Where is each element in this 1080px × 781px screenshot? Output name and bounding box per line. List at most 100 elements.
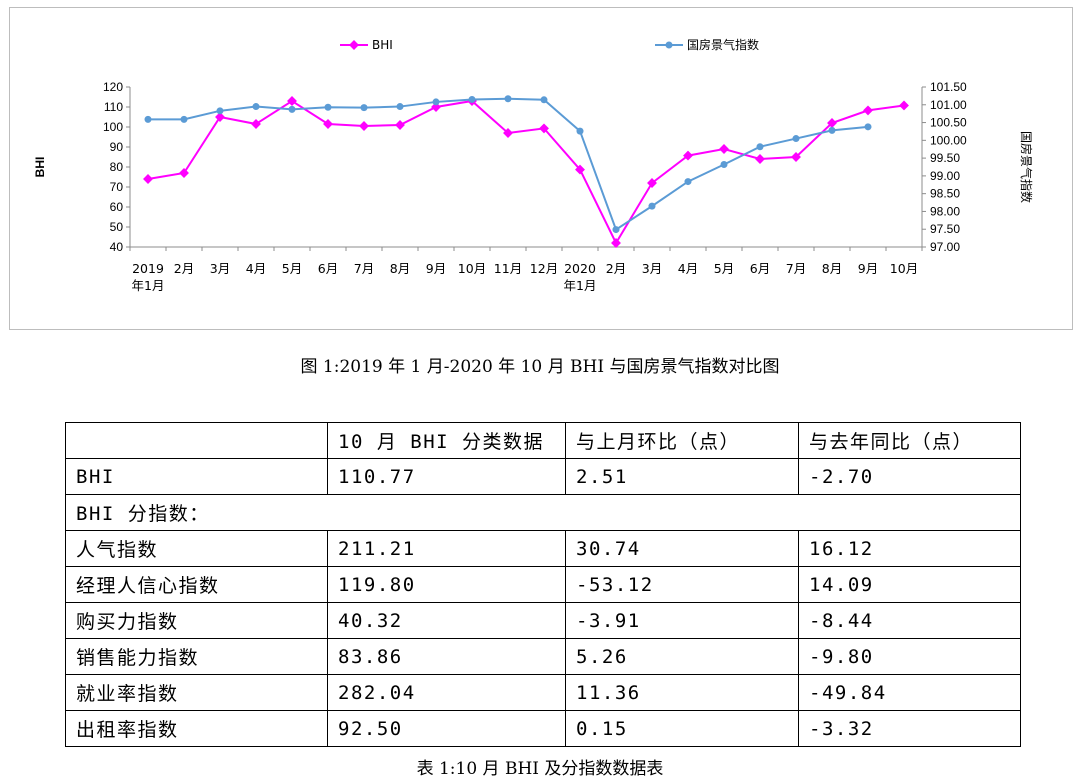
left-tick-label: 110 xyxy=(104,100,123,114)
left-tick-label: 80 xyxy=(110,160,124,174)
x-tick-label: 2月 xyxy=(606,261,626,276)
table-cell: 282.04 xyxy=(327,674,566,711)
series-point-bhi xyxy=(539,123,549,134)
table-cell: 0.15 xyxy=(565,710,799,747)
right-tick-label: 97.50 xyxy=(930,222,960,236)
left-tick-label: 120 xyxy=(103,80,123,94)
table-caption: 表 1:10 月 BHI 及分指数数据表 xyxy=(416,759,664,779)
series-point-bhi xyxy=(683,150,693,161)
series-point-guofang xyxy=(324,103,332,111)
series-point-bhi xyxy=(215,112,225,122)
x-tick-label: 2019 xyxy=(132,261,164,276)
series-point-bhi xyxy=(647,178,657,188)
x-tick-label: 11月 xyxy=(494,261,522,276)
table-cell: 2.51 xyxy=(565,458,799,495)
x-tick-label: 9月 xyxy=(858,261,878,276)
right-tick-label: 97.00 xyxy=(930,240,960,254)
series-point-bhi xyxy=(359,121,369,131)
series-point-guofang xyxy=(396,103,404,111)
table-subheading-row: BHI 分指数： xyxy=(65,494,1021,531)
table-subheading: BHI 分指数： xyxy=(65,494,1021,531)
series-point-bhi xyxy=(611,238,621,248)
table-cell: 5.26 xyxy=(565,638,799,675)
x-tick-label: 6月 xyxy=(750,261,770,276)
table-cell: 出租率指数 xyxy=(65,710,328,747)
x-tick-label: 5月 xyxy=(714,261,734,276)
table-cell: -53.12 xyxy=(565,566,799,603)
right-tick-label: 98.00 xyxy=(930,204,960,218)
left-tick-label: 50 xyxy=(110,220,124,234)
left-tick-label: 40 xyxy=(110,240,124,254)
legend-marker-bhi xyxy=(349,40,359,50)
right-tick-label: 100.50 xyxy=(930,116,967,130)
series-point-bhi xyxy=(827,118,837,128)
table-row: 购买力指数 40.32 -3.91 -8.44 xyxy=(65,602,1021,639)
series-point-guofang xyxy=(288,105,296,113)
series-point-guofang xyxy=(720,161,728,169)
series-point-guofang xyxy=(864,123,872,131)
x-tick-label: 10月 xyxy=(458,261,486,276)
table-cell: 就业率指数 xyxy=(65,674,328,711)
x-tick-label: 7月 xyxy=(786,261,806,276)
table-cell: -8.44 xyxy=(798,602,1021,639)
right-tick-label: 98.50 xyxy=(930,187,960,201)
right-tick-label: 101.00 xyxy=(930,98,967,112)
table-cell: BHI xyxy=(65,458,328,495)
table-cell: 经理人信心指数 xyxy=(65,566,328,603)
y2-axis-title: 国房景气指数 xyxy=(1019,131,1034,203)
series-point-guofang xyxy=(360,104,368,112)
x-tick-label: 2月 xyxy=(174,261,194,276)
series-point-guofang xyxy=(576,127,584,135)
x-tick-label: 2020 xyxy=(564,261,596,276)
table-cell: 与上月环比（点） xyxy=(565,422,799,459)
legend-marker-guofang xyxy=(665,41,673,49)
left-tick-label: 60 xyxy=(110,200,124,214)
right-tick-label: 101.50 xyxy=(930,80,967,94)
x-tick-label: 9月 xyxy=(426,261,446,276)
table-cell: -3.91 xyxy=(565,602,799,639)
table-row: 销售能力指数 83.86 5.26 -9.80 xyxy=(65,638,1021,675)
series-point-bhi xyxy=(575,164,585,175)
series-line-0 xyxy=(147,99,905,246)
left-tick-label: 100 xyxy=(103,120,123,134)
series-point-guofang xyxy=(756,143,764,151)
left-tick-label: 90 xyxy=(110,140,124,154)
table-cell: 16.12 xyxy=(798,530,1021,567)
x-tick-label: 3月 xyxy=(210,261,230,276)
series-point-guofang xyxy=(792,135,800,143)
series-point-bhi xyxy=(755,154,765,164)
series-point-bhi xyxy=(179,168,189,178)
x-tick-label: 12月 xyxy=(530,261,558,276)
x-tick-label: 10月 xyxy=(890,261,918,276)
table-row: 出租率指数 92.50 0.15 -3.32 xyxy=(65,710,1021,747)
series-point-guofang xyxy=(216,107,224,115)
x-tick-label: 3月 xyxy=(642,261,662,276)
series-line-1 xyxy=(148,97,869,232)
series-point-bhi xyxy=(287,96,297,106)
table-cell: 购买力指数 xyxy=(65,602,328,639)
series-point-bhi xyxy=(251,119,261,129)
table-cell: 14.09 xyxy=(798,566,1021,603)
series-point-bhi xyxy=(719,144,729,154)
x-tick-label: 7月 xyxy=(354,261,374,276)
series-point-bhi xyxy=(143,174,153,184)
table-row-bhi: BHI 110.77 2.51 -2.70 xyxy=(65,458,1021,495)
table-header-row: 10 月 BHI 分类数据 与上月环比（点） 与去年同比（点） xyxy=(65,422,1021,459)
series-point-guofang xyxy=(468,95,476,103)
series-point-guofang xyxy=(612,226,620,234)
right-tick-label: 100.00 xyxy=(930,133,967,147)
table-cell: 与去年同比（点） xyxy=(798,422,1021,459)
figure-caption: 图 1:2019 年 1 月-2020 年 10 月 BHI 与国房景气指数对比… xyxy=(300,357,780,377)
series-point-bhi xyxy=(863,105,873,116)
legend-label-1: 国房景气指数 xyxy=(687,37,759,52)
table-cell: 30.74 xyxy=(565,530,799,567)
table-cell: 119.80 xyxy=(327,566,566,603)
series-point-guofang xyxy=(144,115,152,123)
series-point-guofang xyxy=(648,202,656,210)
table-cell: 92.50 xyxy=(327,710,566,747)
x-tick-label: 4月 xyxy=(246,261,266,276)
table-cell: 11.36 xyxy=(565,674,799,711)
right-tick-label: 99.00 xyxy=(930,169,960,183)
series-point-guofang xyxy=(252,103,260,111)
line-chart: 40 50 60 70 80 90 100 110 120 97.00 97.50 98.00 98.5… xyxy=(33,37,1034,293)
